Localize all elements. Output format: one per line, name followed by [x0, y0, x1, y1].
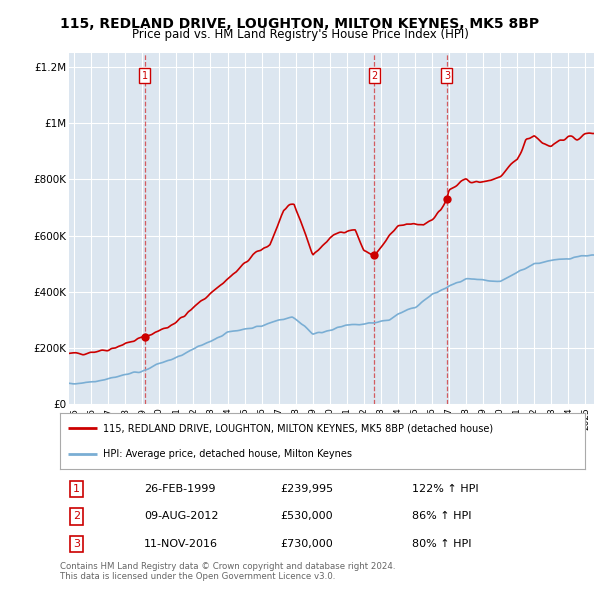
- Text: 1: 1: [142, 71, 148, 81]
- Text: 2: 2: [73, 512, 80, 522]
- Text: 2: 2: [371, 71, 377, 81]
- Text: 3: 3: [73, 539, 80, 549]
- Text: £239,995: £239,995: [281, 484, 334, 494]
- Text: £730,000: £730,000: [281, 539, 333, 549]
- Text: Price paid vs. HM Land Registry's House Price Index (HPI): Price paid vs. HM Land Registry's House …: [131, 28, 469, 41]
- Text: HPI: Average price, detached house, Milton Keynes: HPI: Average price, detached house, Milt…: [103, 449, 352, 459]
- Text: 1: 1: [73, 484, 80, 494]
- Text: 86% ↑ HPI: 86% ↑ HPI: [412, 512, 471, 522]
- Text: £530,000: £530,000: [281, 512, 333, 522]
- Text: 11-NOV-2016: 11-NOV-2016: [144, 539, 218, 549]
- Text: 115, REDLAND DRIVE, LOUGHTON, MILTON KEYNES, MK5 8BP: 115, REDLAND DRIVE, LOUGHTON, MILTON KEY…: [61, 17, 539, 31]
- Text: 26-FEB-1999: 26-FEB-1999: [144, 484, 215, 494]
- Text: 09-AUG-2012: 09-AUG-2012: [144, 512, 218, 522]
- Text: 122% ↑ HPI: 122% ↑ HPI: [412, 484, 478, 494]
- Text: 115, REDLAND DRIVE, LOUGHTON, MILTON KEYNES, MK5 8BP (detached house): 115, REDLAND DRIVE, LOUGHTON, MILTON KEY…: [103, 423, 493, 433]
- Text: Contains HM Land Registry data © Crown copyright and database right 2024.
This d: Contains HM Land Registry data © Crown c…: [60, 562, 395, 581]
- Text: 3: 3: [444, 71, 450, 81]
- Text: 80% ↑ HPI: 80% ↑ HPI: [412, 539, 471, 549]
